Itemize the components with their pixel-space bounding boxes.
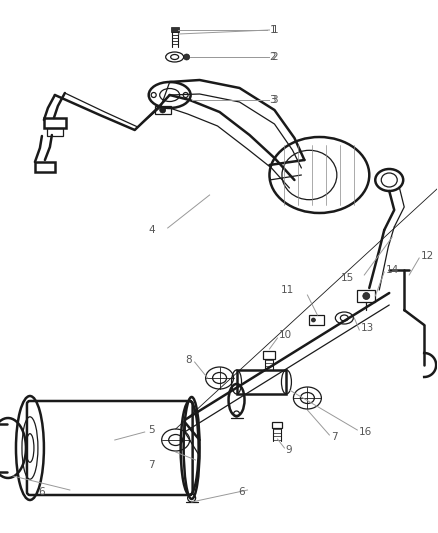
Text: 10: 10	[279, 330, 292, 340]
Text: 6: 6	[238, 487, 244, 497]
Circle shape	[184, 54, 190, 60]
Bar	[44, 118, 66, 128]
Bar	[264, 351, 276, 359]
Text: 3: 3	[272, 95, 278, 105]
Text: 13: 13	[361, 323, 374, 333]
Text: 15: 15	[341, 273, 354, 283]
Bar	[47, 128, 63, 136]
Circle shape	[311, 318, 315, 322]
Bar	[155, 106, 171, 114]
Text: 9: 9	[286, 445, 292, 455]
Text: 16: 16	[359, 427, 373, 437]
Circle shape	[363, 293, 370, 300]
Text: 1: 1	[272, 25, 278, 35]
Text: 5: 5	[148, 425, 154, 435]
Text: 7: 7	[148, 460, 155, 470]
Text: 2: 2	[272, 52, 278, 62]
Bar	[171, 27, 179, 32]
Text: 3: 3	[269, 95, 276, 105]
Bar	[357, 290, 375, 302]
Text: 8: 8	[185, 355, 192, 365]
Bar	[35, 162, 55, 172]
Text: 2: 2	[269, 52, 276, 62]
Text: 7: 7	[332, 432, 338, 442]
Text: 4: 4	[148, 225, 155, 235]
Bar	[237, 370, 286, 394]
Text: 11: 11	[281, 285, 294, 295]
Bar	[309, 315, 325, 325]
Text: 6: 6	[38, 487, 45, 497]
Bar	[272, 422, 283, 428]
Text: 14: 14	[386, 265, 399, 275]
Text: 1: 1	[269, 25, 276, 35]
Text: 12: 12	[421, 251, 434, 261]
Circle shape	[160, 107, 166, 113]
